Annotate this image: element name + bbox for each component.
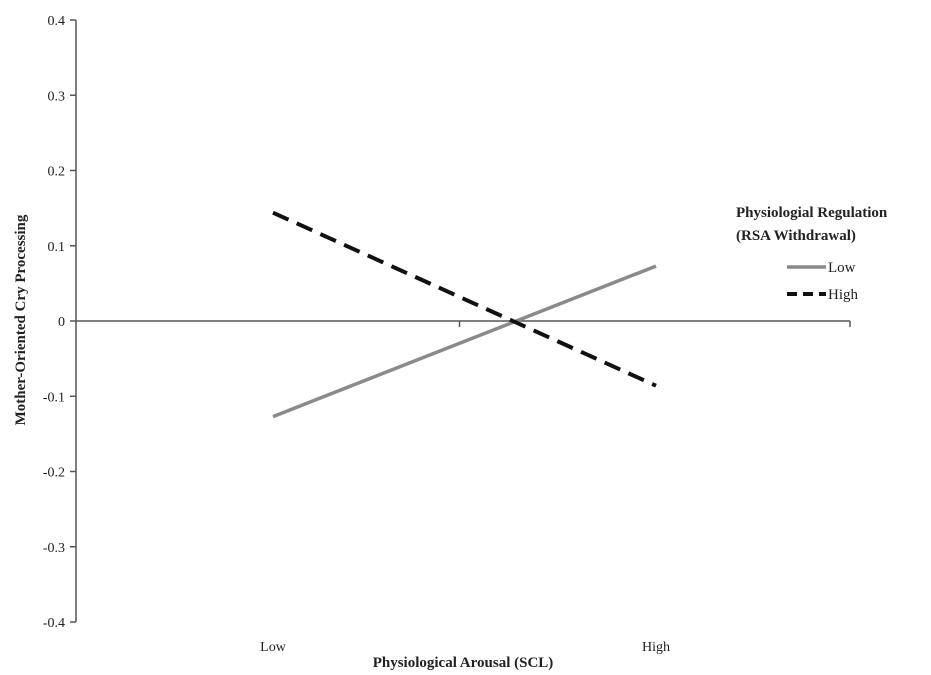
- legend-title-line1: Physiologial Regulation: [736, 205, 888, 221]
- y-axis-ticks: 0.4 0.3 0.2 0.1 0 -0.1 -0.2 -0.3 -0.4: [43, 14, 76, 631]
- legend-label-high: High: [828, 287, 859, 303]
- y-tick-label: 0: [58, 315, 65, 330]
- y-tick-label: -0.2: [43, 466, 65, 481]
- x-axis-ticks: Low High: [260, 321, 851, 655]
- legend-label-low: Low: [828, 260, 856, 276]
- x-tick-label: Low: [260, 640, 287, 655]
- series-layer: [272, 210, 657, 419]
- series-line-low: [272, 264, 657, 419]
- y-axis-title: Mother-Oriented Cry Processing: [13, 214, 29, 425]
- y-tick-label: -0.1: [43, 390, 65, 405]
- y-tick-label: 0.2: [48, 165, 66, 180]
- y-tick-label: 0.1: [48, 240, 66, 255]
- legend: Physiologial Regulation (RSA Withdrawal)…: [736, 205, 888, 303]
- legend-title-line2: (RSA Withdrawal): [736, 228, 856, 244]
- x-tick-label: High: [642, 640, 670, 655]
- series-line-high: [272, 210, 657, 388]
- y-tick-label: -0.4: [43, 616, 65, 631]
- y-tick-label: -0.3: [43, 541, 65, 556]
- y-tick-label: 0.3: [48, 89, 66, 104]
- x-axis-title: Physiological Arousal (SCL): [373, 655, 554, 671]
- y-tick-label: 0.4: [48, 14, 66, 29]
